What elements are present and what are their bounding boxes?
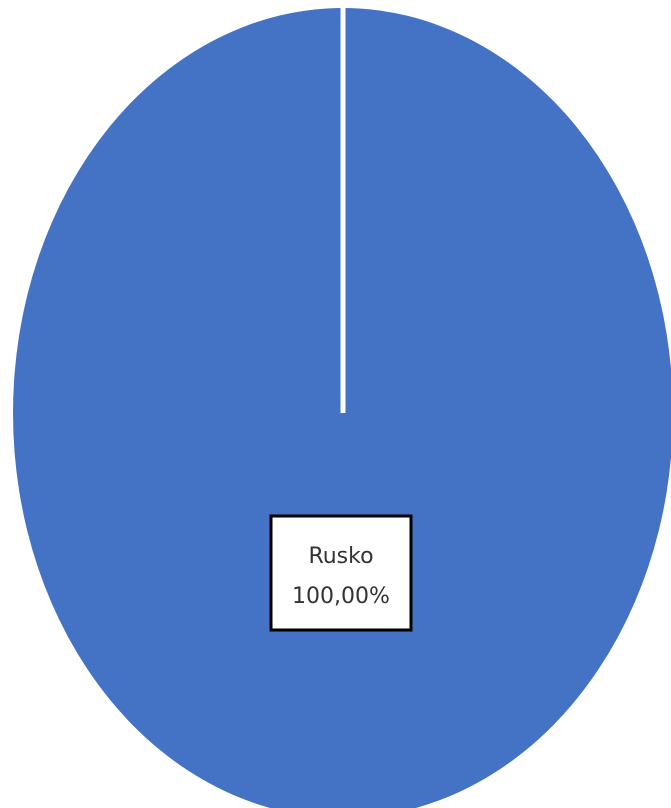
data-label-box	[269, 514, 413, 632]
data-label-category: Rusko	[308, 544, 373, 569]
data-label-percent: 100,00%	[292, 584, 390, 609]
data-label: Rusko 100,00%	[269, 514, 413, 632]
